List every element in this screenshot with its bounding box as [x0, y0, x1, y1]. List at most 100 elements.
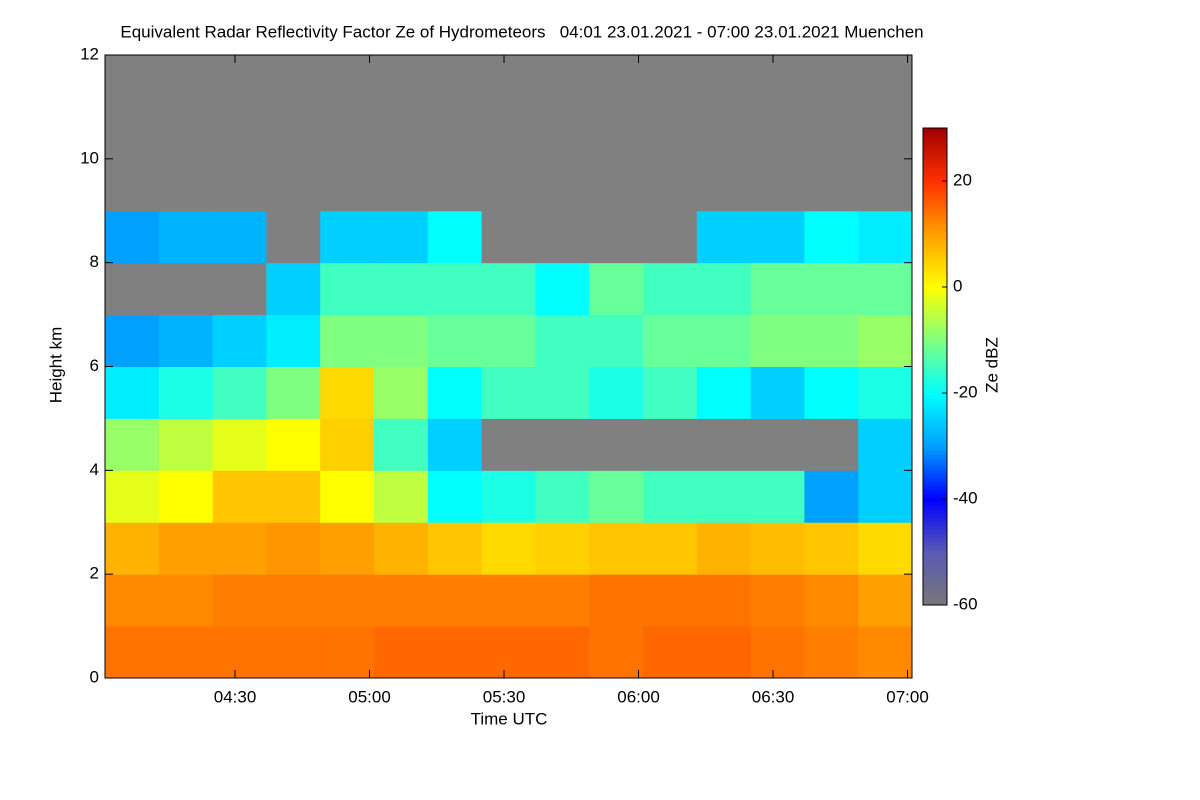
heatmap-cell: [374, 626, 429, 679]
heatmap-cell: [481, 262, 536, 316]
heatmap-cell: [643, 210, 698, 264]
colorbar-step: [923, 553, 947, 558]
heatmap-cell: [158, 418, 214, 471]
heatmap-cell: [589, 55, 644, 108]
colorbar-step: [923, 517, 947, 523]
heatmap-cell: [858, 262, 913, 316]
colorbar-step: [923, 279, 947, 284]
heatmap-cell: [589, 418, 644, 471]
colorbar-step: [923, 298, 947, 304]
colorbar-step: [923, 390, 947, 395]
colorbar-step: [923, 422, 947, 427]
heatmap-cell: [696, 522, 752, 575]
heatmap-cell: [481, 470, 536, 523]
heatmap-cell: [696, 158, 752, 212]
colorbar-step: [923, 283, 947, 288]
colorbar-step: [923, 386, 947, 391]
heatmap-cell: [750, 314, 805, 367]
colorbar-step: [923, 326, 947, 332]
heatmap-cell: [105, 522, 160, 575]
heatmap-cell: [212, 574, 267, 627]
colorbar-step: [923, 322, 947, 328]
heatmap-cell: [696, 366, 752, 419]
heatmap-cell: [481, 55, 536, 108]
colorbar-step: [923, 402, 947, 407]
colorbar-step: [923, 231, 947, 236]
heatmap-cell: [158, 314, 214, 367]
colorbar-step: [923, 541, 947, 546]
colorbar-step: [923, 569, 947, 574]
colorbar-step: [923, 310, 947, 316]
colorbar-step: [923, 155, 947, 161]
colorbar-step: [923, 287, 947, 292]
colorbar-step: [923, 449, 947, 455]
heatmap-cell: [427, 158, 483, 212]
heatmap-cell: [643, 418, 698, 471]
heatmap-cell: [320, 470, 375, 523]
heatmap-cell: [212, 106, 267, 160]
colorbar-step: [923, 354, 947, 360]
heatmap-cell: [105, 366, 160, 419]
heatmap-cell: [750, 574, 805, 627]
y-tick-label: 2: [90, 564, 99, 583]
colorbar-step: [923, 263, 947, 268]
heatmap-cell: [481, 158, 536, 212]
heatmap-cell: [266, 158, 321, 212]
heatmap-cell: [804, 470, 859, 523]
heatmap-cell: [266, 210, 321, 264]
heatmap-cell: [589, 106, 644, 160]
colorbar-step: [923, 589, 947, 594]
heatmap-cell: [212, 55, 267, 108]
colorbar-step: [923, 195, 947, 201]
heatmap-cell: [696, 574, 752, 627]
colorbar-step: [923, 473, 947, 479]
heatmap-cell: [643, 574, 698, 627]
colorbar-step: [923, 211, 947, 216]
heatmap-cell: [374, 470, 429, 523]
colorbar-step: [923, 290, 947, 296]
heatmap-cell: [481, 418, 536, 471]
colorbar-step: [923, 477, 947, 483]
heatmap-cell: [858, 418, 913, 471]
heatmap-cell: [696, 55, 752, 108]
colorbar-step: [923, 497, 947, 503]
heatmap-cell: [374, 158, 429, 212]
colorbar-step: [923, 565, 947, 570]
heatmap-cell: [535, 522, 590, 575]
heatmap-cell: [804, 55, 859, 108]
colorbar-step: [923, 334, 947, 340]
colorbar-step: [923, 438, 947, 443]
colorbar-step: [923, 207, 947, 212]
colorbar-step: [923, 529, 947, 534]
heatmap-cell: [266, 366, 321, 419]
heatmap-cell: [643, 470, 698, 523]
heatmap-cell: [481, 366, 536, 419]
heatmap-cell: [320, 158, 375, 212]
colorbar-step: [923, 131, 947, 137]
colorbar-step: [923, 446, 947, 451]
heatmap-cell: [158, 366, 214, 419]
heatmap-cell: [266, 470, 321, 523]
heatmap-cell: [858, 522, 913, 575]
heatmap-cell: [105, 55, 160, 108]
heatmap-cell: [696, 106, 752, 160]
colorbar-step: [923, 147, 947, 153]
colorbar-step: [923, 418, 947, 423]
heatmap-cell: [750, 366, 805, 419]
heatmap-cell: [266, 522, 321, 575]
heatmap-cell: [696, 418, 752, 471]
colorbar-step: [923, 593, 947, 598]
heatmap-cell: [105, 626, 160, 679]
heatmap-cell: [750, 262, 805, 316]
heatmap-cell: [643, 522, 698, 575]
colorbar-step: [923, 267, 947, 272]
heatmap-cell: [643, 366, 698, 419]
colorbar-step: [923, 338, 947, 344]
x-tick-label: 05:00: [348, 687, 391, 706]
colorbar-step: [923, 199, 947, 205]
heatmap-cell: [589, 158, 644, 212]
heatmap-cell: [320, 626, 375, 679]
heatmap-cell: [750, 470, 805, 523]
colorbar-step: [923, 163, 947, 169]
heatmap-cell: [427, 262, 483, 316]
